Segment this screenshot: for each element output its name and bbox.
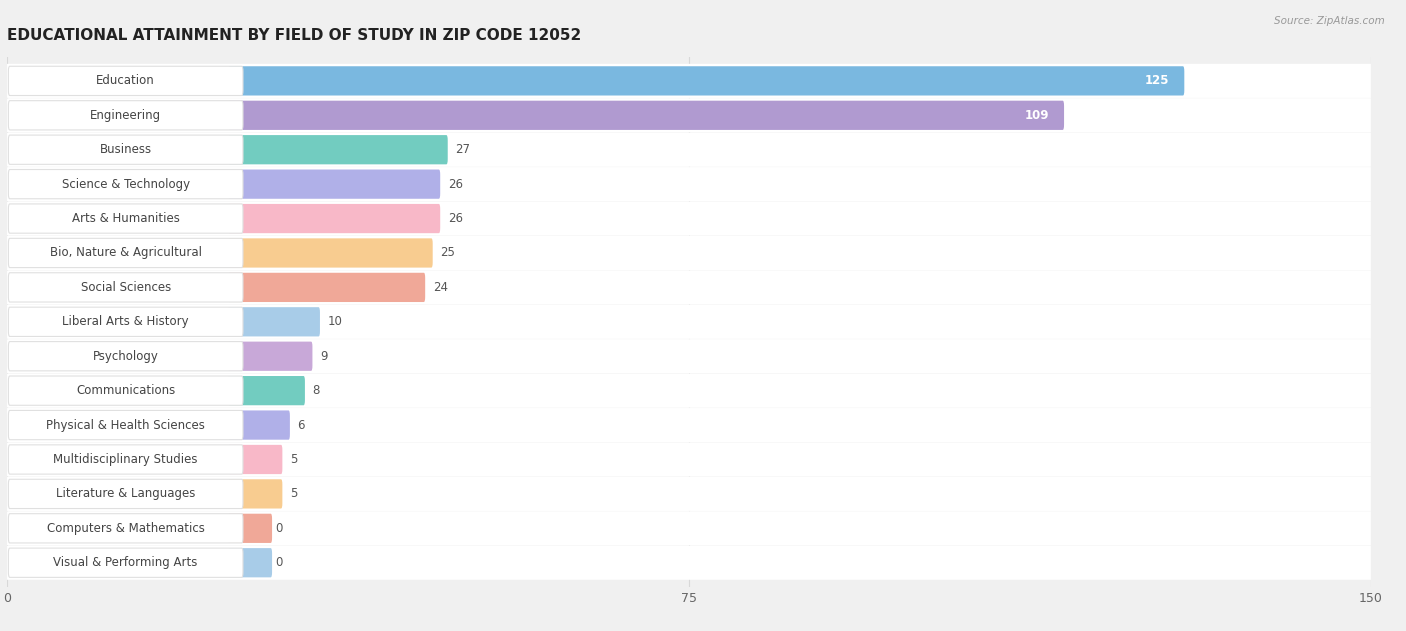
Text: Science & Technology: Science & Technology: [62, 178, 190, 191]
Text: Multidisciplinary Studies: Multidisciplinary Studies: [53, 453, 198, 466]
Text: Literature & Languages: Literature & Languages: [56, 487, 195, 500]
FancyBboxPatch shape: [228, 410, 290, 440]
FancyBboxPatch shape: [8, 548, 243, 577]
Text: Education: Education: [96, 74, 155, 87]
FancyBboxPatch shape: [7, 477, 1371, 511]
FancyBboxPatch shape: [8, 170, 243, 199]
FancyBboxPatch shape: [8, 204, 243, 233]
Text: Computers & Mathematics: Computers & Mathematics: [46, 522, 205, 535]
Text: 10: 10: [328, 316, 343, 328]
FancyBboxPatch shape: [7, 546, 1371, 580]
FancyBboxPatch shape: [8, 239, 243, 268]
Text: 8: 8: [312, 384, 321, 397]
FancyBboxPatch shape: [7, 98, 1371, 133]
Text: 109: 109: [1025, 109, 1049, 122]
FancyBboxPatch shape: [7, 339, 1371, 374]
FancyBboxPatch shape: [228, 273, 425, 302]
FancyBboxPatch shape: [228, 239, 433, 268]
FancyBboxPatch shape: [228, 445, 283, 474]
Text: 0: 0: [276, 522, 283, 535]
FancyBboxPatch shape: [7, 64, 1371, 98]
FancyBboxPatch shape: [8, 66, 243, 95]
FancyBboxPatch shape: [8, 480, 243, 509]
Text: 5: 5: [290, 453, 298, 466]
FancyBboxPatch shape: [8, 445, 243, 474]
Text: Engineering: Engineering: [90, 109, 162, 122]
FancyBboxPatch shape: [7, 133, 1371, 167]
Text: Visual & Performing Arts: Visual & Performing Arts: [53, 557, 198, 569]
FancyBboxPatch shape: [7, 201, 1371, 235]
FancyBboxPatch shape: [7, 236, 1371, 270]
FancyBboxPatch shape: [7, 408, 1371, 442]
FancyBboxPatch shape: [7, 305, 1371, 339]
Text: 26: 26: [449, 212, 463, 225]
Text: Business: Business: [100, 143, 152, 156]
FancyBboxPatch shape: [8, 135, 243, 164]
FancyBboxPatch shape: [8, 376, 243, 405]
FancyBboxPatch shape: [8, 307, 243, 336]
FancyBboxPatch shape: [228, 170, 440, 199]
FancyBboxPatch shape: [228, 480, 283, 509]
Text: Psychology: Psychology: [93, 350, 159, 363]
Text: Physical & Health Sciences: Physical & Health Sciences: [46, 418, 205, 432]
Text: Social Sciences: Social Sciences: [80, 281, 170, 294]
FancyBboxPatch shape: [7, 270, 1371, 304]
Text: Communications: Communications: [76, 384, 176, 397]
FancyBboxPatch shape: [228, 548, 273, 577]
FancyBboxPatch shape: [228, 341, 312, 371]
FancyBboxPatch shape: [7, 167, 1371, 201]
FancyBboxPatch shape: [228, 204, 440, 233]
FancyBboxPatch shape: [8, 101, 243, 130]
Text: Liberal Arts & History: Liberal Arts & History: [62, 316, 188, 328]
FancyBboxPatch shape: [8, 273, 243, 302]
Text: 25: 25: [440, 247, 456, 259]
FancyBboxPatch shape: [228, 514, 273, 543]
Text: 0: 0: [276, 557, 283, 569]
FancyBboxPatch shape: [7, 374, 1371, 408]
FancyBboxPatch shape: [228, 307, 321, 336]
Text: 6: 6: [298, 418, 305, 432]
Text: 26: 26: [449, 178, 463, 191]
Text: 5: 5: [290, 487, 298, 500]
FancyBboxPatch shape: [8, 410, 243, 440]
Text: 24: 24: [433, 281, 449, 294]
Text: 27: 27: [456, 143, 471, 156]
FancyBboxPatch shape: [228, 66, 1184, 95]
Text: Bio, Nature & Agricultural: Bio, Nature & Agricultural: [49, 247, 201, 259]
FancyBboxPatch shape: [8, 514, 243, 543]
Text: 125: 125: [1144, 74, 1170, 87]
Text: Source: ZipAtlas.com: Source: ZipAtlas.com: [1274, 16, 1385, 26]
Text: Arts & Humanities: Arts & Humanities: [72, 212, 180, 225]
FancyBboxPatch shape: [228, 101, 1064, 130]
FancyBboxPatch shape: [228, 376, 305, 405]
FancyBboxPatch shape: [228, 135, 447, 164]
Text: EDUCATIONAL ATTAINMENT BY FIELD OF STUDY IN ZIP CODE 12052: EDUCATIONAL ATTAINMENT BY FIELD OF STUDY…: [7, 28, 581, 43]
FancyBboxPatch shape: [8, 341, 243, 371]
Text: 9: 9: [321, 350, 328, 363]
FancyBboxPatch shape: [7, 511, 1371, 545]
FancyBboxPatch shape: [7, 442, 1371, 476]
